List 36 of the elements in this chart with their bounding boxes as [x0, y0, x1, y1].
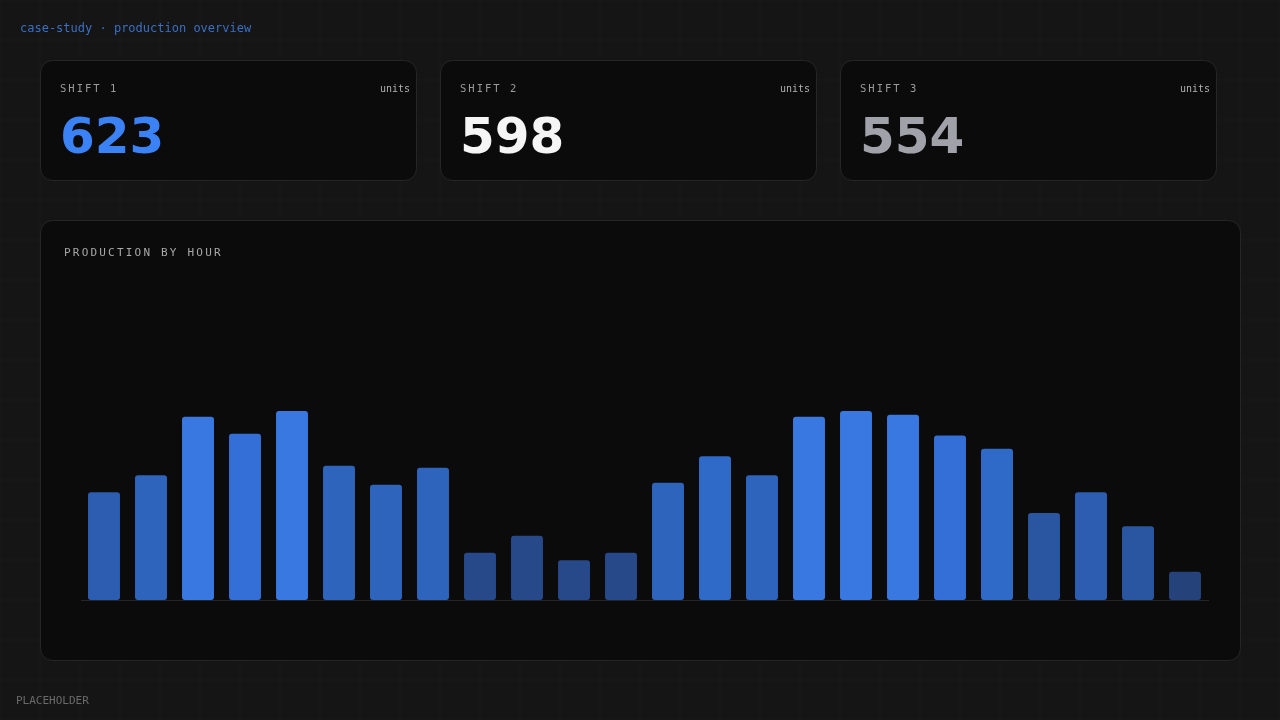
bar — [746, 475, 778, 600]
bar — [276, 411, 308, 600]
chart-title: PRODUCTION BY HOUR — [64, 246, 223, 259]
bar — [323, 465, 355, 600]
bar — [417, 467, 449, 600]
bar — [135, 475, 167, 600]
bar — [1075, 492, 1107, 600]
text: units — [779, 83, 810, 94]
bar — [558, 560, 590, 600]
bar — [840, 411, 872, 600]
bar — [511, 535, 543, 600]
bar — [699, 456, 731, 600]
data-label: 623 — [60, 107, 165, 165]
text: SHIFT 3 — [860, 82, 919, 94]
bar — [182, 416, 214, 600]
data-label: 598 — [460, 107, 565, 165]
data-label: 554 — [860, 107, 965, 165]
bar — [1122, 526, 1154, 600]
bar — [605, 552, 637, 600]
bar — [934, 435, 966, 600]
bar — [652, 482, 684, 600]
text: PLACEHOLDER — [16, 694, 90, 707]
bar — [370, 484, 402, 600]
text: SHIFT 1 — [60, 82, 119, 94]
bar — [981, 448, 1013, 600]
bar — [793, 416, 825, 600]
text: units — [379, 83, 410, 94]
bar — [88, 492, 120, 600]
bar — [1169, 571, 1201, 600]
text: case-study · production overview — [20, 21, 252, 35]
bar — [229, 433, 261, 600]
bar — [887, 414, 919, 600]
bar — [1028, 513, 1060, 600]
text: SHIFT 2 — [460, 82, 519, 94]
text: units — [1179, 83, 1210, 94]
bar — [464, 552, 496, 600]
